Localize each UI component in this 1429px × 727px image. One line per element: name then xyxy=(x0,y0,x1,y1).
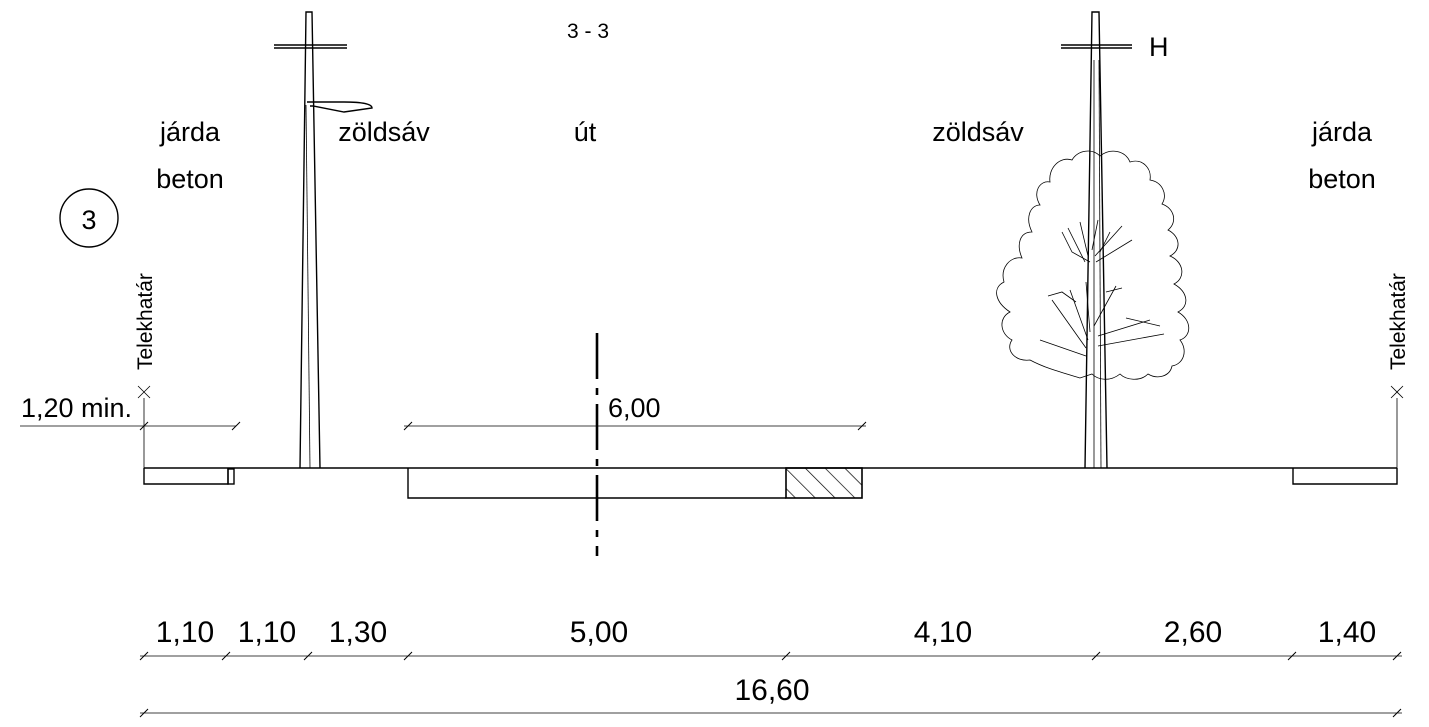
segment-dim-2: 1,10 xyxy=(238,616,296,649)
section-marker: 3 xyxy=(59,188,119,248)
road-slab xyxy=(407,467,863,499)
left-walk-label-2: beton xyxy=(156,164,224,194)
right-sidewalk-slab xyxy=(1292,468,1398,485)
segment-dim-4: 5,00 xyxy=(570,616,628,649)
segment-dim-6: 2,60 xyxy=(1164,616,1222,649)
road-width-dimension xyxy=(403,421,867,431)
road-curb-hatched xyxy=(785,467,863,499)
segment-dim-5: 4,10 xyxy=(914,616,972,649)
min-offset-label: 1,20 min. xyxy=(21,393,132,423)
boundary-right-marker xyxy=(1390,385,1404,468)
left-curb xyxy=(227,468,235,485)
road-label: út xyxy=(574,117,597,147)
min-offset-dimension xyxy=(20,421,241,431)
boundary-right-label: Telekhatár xyxy=(1387,273,1410,370)
section-marker-number: 3 xyxy=(81,205,96,235)
left-walk-label-1: járda xyxy=(159,117,221,147)
section-marker-circle xyxy=(59,188,119,248)
boundary-left-marker xyxy=(137,385,151,468)
segment-dimension-line xyxy=(139,651,1402,661)
boundary-left-label: Telekhatár xyxy=(134,273,157,370)
right-walk-label-2: beton xyxy=(1308,164,1376,194)
segment-dim-1: 1,10 xyxy=(156,616,214,649)
left-green-label: zöldsáv xyxy=(338,117,430,147)
right-walk-label-1: járda xyxy=(1311,117,1373,147)
lamp-arm xyxy=(307,101,373,113)
tree-icon xyxy=(996,150,1190,380)
left-sidewalk-slab xyxy=(143,468,235,485)
segment-dim-3: 1,30 xyxy=(329,616,387,649)
right-green-label: zöldsáv xyxy=(932,117,1024,147)
total-dimension-line xyxy=(139,708,1402,718)
road-width-label: 6,00 xyxy=(608,393,661,423)
utility-pole-label: H xyxy=(1149,32,1169,62)
total-dim: 16,60 xyxy=(734,674,809,707)
street-light-pole xyxy=(274,11,373,469)
utility-pole xyxy=(1061,11,1132,469)
segment-dim-7: 1,40 xyxy=(1318,616,1376,649)
section-title: 3 - 3 xyxy=(567,20,609,43)
